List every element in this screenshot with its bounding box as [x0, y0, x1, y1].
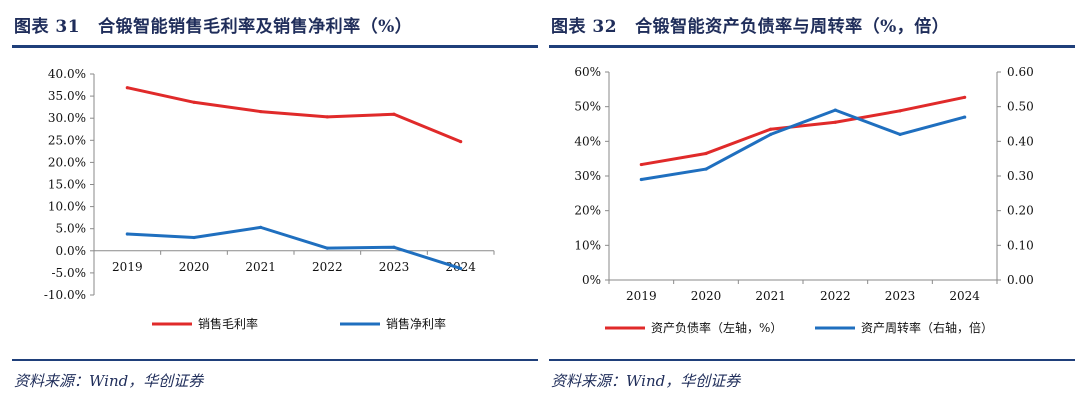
y-left-tick-label: 0% — [582, 273, 601, 287]
y-tick-label: 40.0% — [48, 67, 86, 81]
data-point — [392, 245, 396, 249]
data-point — [459, 140, 463, 144]
chart-panel-right: 图表 32 合锻智能资产负债率与周转率（%，倍） 60% 50% 40% 30% 20% 1… — [549, 0, 1075, 411]
series-line — [127, 86, 462, 144]
y-right-tick-label: 0.30 — [1007, 169, 1034, 183]
y-left-tick-label: 40% — [574, 134, 601, 148]
x-tick-label: 2022 — [312, 260, 343, 274]
source-rule — [549, 359, 1075, 361]
data-point — [125, 232, 129, 236]
x-tick-label: 2019 — [112, 260, 143, 274]
y-tick-label: -10.0% — [44, 288, 86, 302]
x-tick-label: 2023 — [379, 260, 410, 274]
data-point — [963, 115, 967, 119]
data-point — [639, 162, 643, 167]
figure-label: 图表 31 — [14, 17, 81, 37]
data-point — [963, 95, 967, 99]
x-tick-label: 2021 — [755, 289, 786, 303]
data-point — [833, 108, 837, 112]
x-tick-label: 2024 — [445, 260, 476, 274]
y-tick-label: 25.0% — [48, 133, 86, 147]
series-line — [127, 225, 462, 270]
data-point — [833, 120, 837, 124]
data-point — [192, 235, 196, 240]
y-right-tick-label: 0.20 — [1007, 204, 1034, 218]
y-tick-label: 35.0% — [48, 89, 86, 103]
data-point — [704, 151, 708, 156]
y-right-tick-label: 0.40 — [1007, 134, 1034, 148]
x-tick-label: 2021 — [245, 260, 276, 274]
data-point — [639, 177, 643, 182]
series-line — [641, 95, 965, 167]
y-right-tick-label: 0.50 — [1007, 100, 1034, 114]
x-tick-label: 2022 — [820, 289, 851, 303]
data-point — [325, 246, 329, 250]
x-tick-label: 2020 — [179, 260, 210, 274]
y-tick-label: 20.0% — [48, 155, 86, 169]
x-tick-label: 2020 — [691, 289, 722, 303]
data-point — [769, 132, 773, 136]
series-line — [641, 108, 966, 181]
y-tick-label: 5.0% — [56, 222, 87, 236]
figure-title: 图表 31 合锻智能销售毛利率及销售净利率（%） — [14, 12, 412, 37]
data-point — [259, 109, 263, 114]
legend-label: 销售毛利率 — [198, 316, 258, 331]
title-rule — [549, 45, 1075, 48]
figure-label: 图表 32 — [551, 17, 618, 37]
y-tick-label: 15.0% — [48, 178, 86, 192]
title-rule — [12, 45, 538, 48]
data-point — [704, 167, 708, 171]
figure-title-text: 合锻智能销售毛利率及销售净利率（%） — [98, 17, 413, 37]
source-note: 资料来源：Wind，华创证券 — [551, 372, 741, 390]
y-left-tick-label: 60% — [574, 65, 601, 79]
y-tick-label: 10.0% — [48, 200, 86, 214]
y-tick-label: 30.0% — [48, 111, 86, 125]
y-left-tick-label: 10% — [574, 238, 601, 252]
source-note: 资料来源：Wind，华创证券 — [14, 372, 204, 390]
data-point — [459, 266, 463, 271]
y-tick-label: -5.0% — [51, 266, 86, 280]
y-left-tick-label: 50% — [574, 100, 601, 114]
x-tick-label: 2024 — [949, 289, 980, 303]
data-point — [898, 132, 902, 136]
y-right-tick-label: 0.00 — [1007, 273, 1034, 287]
data-point — [125, 86, 129, 90]
x-tick-label: 2019 — [626, 289, 657, 303]
figure-title-text: 合锻智能资产负债率与周转率（%，倍） — [635, 17, 950, 37]
chart-panel-left: 图表 31 合锻智能销售毛利率及销售净利率（%） 40.0% 35.0% 30.0% 2… — [12, 0, 538, 411]
data-point — [259, 225, 263, 229]
legend-label: 资产负债率（左轴，%） — [651, 320, 782, 335]
data-point — [392, 112, 396, 116]
y-tick-label: 0.0% — [56, 244, 87, 258]
leverage-turnover-chart: 60% 50% 40% 30% 20% 10% 0% 0.60 0.50 0.40 0.30 0.20… — [574, 65, 1034, 335]
legend-label: 销售净利率 — [386, 316, 446, 331]
data-point — [769, 127, 773, 131]
margin-chart: 40.0% 35.0% 30.0% 25.0% 20.0% 15.0% 10.0% 5.0% 0… — [44, 67, 495, 331]
y-left-tick-label: 20% — [574, 204, 601, 218]
legend-label: 资产周转率（右轴，倍） — [861, 320, 993, 335]
data-point — [192, 100, 196, 104]
data-point — [325, 115, 329, 119]
y-right-tick-label: 0.60 — [1007, 65, 1034, 79]
y-left-tick-label: 30% — [574, 169, 601, 183]
source-rule — [12, 359, 538, 361]
figure-title: 图表 32 合锻智能资产负债率与周转率（%，倍） — [551, 12, 949, 37]
x-tick-label: 2023 — [885, 289, 916, 303]
y-right-tick-label: 0.10 — [1007, 238, 1034, 252]
data-point — [898, 109, 902, 113]
